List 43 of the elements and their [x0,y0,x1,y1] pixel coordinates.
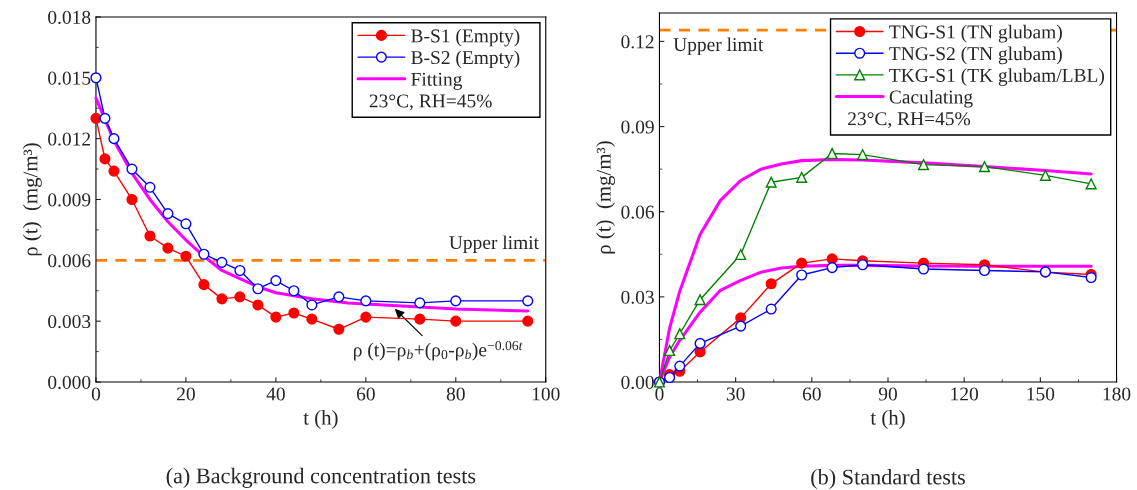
y-tick-label: 0.000 [48,375,91,390]
ref-line-label: Upper limit [673,37,764,56]
annotation: 23°C, RH=45% [848,112,971,129]
y-tick-label: 0.018 [48,10,91,24]
y-tick-label: 0.012 [48,132,91,146]
annotation: ρ (t)=ρ$_{b}$+(ρ$_{0}$-ρ$_{b}$)e$^{−0.06t}$ [353,340,523,361]
x-tick-label: 100 [532,387,560,401]
legend-label: TNG-S2 (TN glubam) [889,46,1062,65]
ref-line-label: Upper limit [449,235,539,254]
y-tick-label: 0.06 [621,205,655,219]
x-tick-label: 0 [655,387,664,401]
x-tick-label: 80 [446,387,465,401]
y-tick-label: 0.009 [48,193,91,207]
x-axis-title: t (h) [303,410,338,429]
annotation: 23°C, RH=45% [369,94,492,111]
legend-label: TNG-S1 (TN glubam) [889,24,1062,43]
x-tick-label: 0 [91,387,101,401]
legend-label: Fitting [411,72,463,90]
text: (a) Background concentration tests [166,467,476,488]
x-tick-label: 40 [266,387,285,401]
y-axis-title: ρ (t) (mg/m³) [596,141,616,254]
y-tick-label: 0.12 [621,35,654,49]
y-tick-label: 0.006 [48,254,91,268]
x-tick-label: 30 [726,387,745,401]
y-tick-label: 0.03 [621,290,654,304]
y-tick-label: 0.00 [621,375,654,390]
legend-label: B-S1 (Empty) [411,28,520,47]
y-tick-label: 0.015 [48,71,91,85]
x-tick-label: 90 [878,387,897,401]
x-tick-label: 60 [356,387,375,401]
y-tick-label: 0.003 [48,314,91,329]
y-axis-title: ρ (t) (mg/m³) [22,143,42,256]
x-tick-label: 150 [1027,387,1055,401]
x-tick-label: 20 [177,387,195,401]
y-tick-label: 0.09 [621,120,654,134]
legend-label: B-S2 (Empty) [411,50,520,69]
x-axis-title: t (h) [870,410,905,429]
x-tick-label: 180 [1103,387,1131,401]
legend-label: TKG-S1 (TK glubam/LBL) [889,68,1105,86]
text: (b) Standard tests [811,468,965,490]
legend-label: Caculating [889,89,973,108]
x-tick-label: 60 [802,387,821,401]
x-tick-label: 120 [951,387,979,401]
